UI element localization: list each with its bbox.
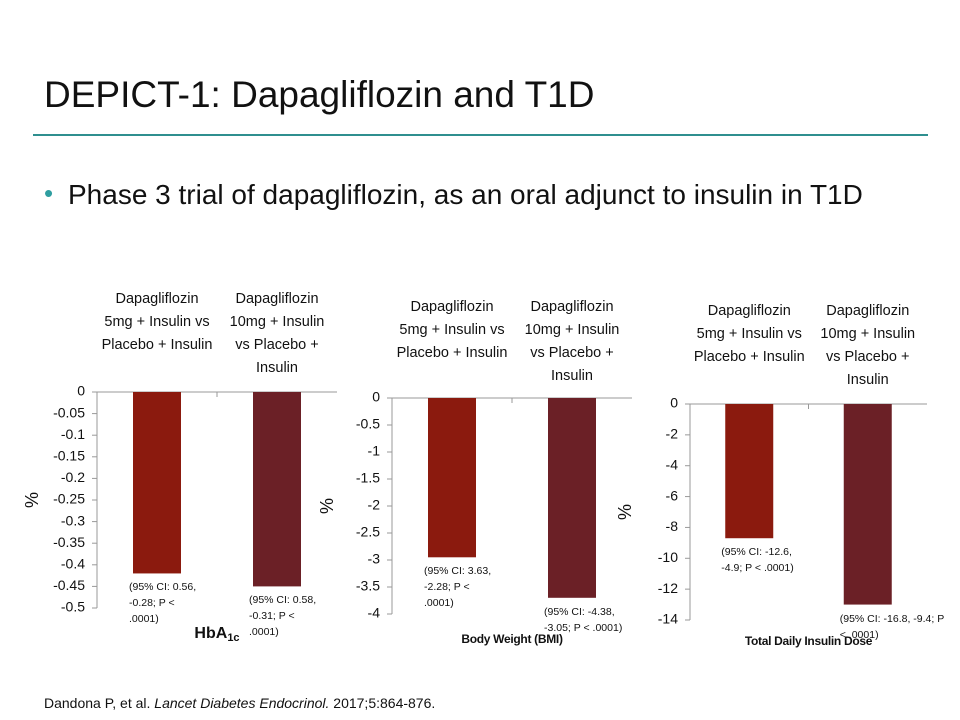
y-axis-label: %	[615, 504, 635, 520]
y-tick-label: -2	[368, 497, 381, 513]
citation-journal: Lancet Diabetes Endocrinol.	[154, 695, 330, 711]
category-label: Dapagliflozin 10mg + Insulin vs Placebo …	[229, 291, 325, 376]
y-tick-label: -0.2	[61, 469, 85, 485]
y-tick-label: 0	[77, 383, 85, 399]
y-tick-label: -0.3	[61, 512, 85, 528]
citation-details: 2017;5:864-876.	[333, 695, 436, 711]
y-axis-label: %	[317, 498, 337, 514]
bar	[253, 392, 301, 587]
x-axis-label: Body Weight (BMI)	[461, 632, 563, 646]
bar	[548, 398, 596, 598]
citation-authors: Dandona P, et al.	[44, 695, 151, 711]
x-axis-label-subscript: 1c	[227, 632, 239, 644]
title-rule	[33, 134, 928, 136]
bar	[133, 392, 181, 574]
category-label: Dapagliflozin 5mg + Insulin vs Placebo +…	[396, 299, 508, 361]
y-tick-label: -0.5	[356, 416, 380, 432]
x-axis-label-main: HbA	[194, 625, 227, 642]
bar	[843, 404, 892, 605]
y-tick-label: -2	[666, 426, 679, 442]
y-tick-label: 0	[372, 389, 380, 405]
y-tick-label: -0.05	[53, 404, 85, 420]
bullet-dot: •	[44, 178, 54, 208]
y-tick-label: -0.15	[53, 448, 85, 464]
y-tick-label: -6	[666, 487, 679, 503]
y-tick-label: -10	[658, 549, 678, 565]
y-tick-label: -0.45	[53, 577, 85, 593]
category-label: Dapagliflozin 10mg + Insulin vs Placebo …	[524, 299, 620, 384]
y-tick-label: -14	[658, 611, 678, 627]
y-tick-label: -3	[368, 551, 381, 567]
bar	[428, 398, 476, 558]
ci-annotation: (95% CI: 0.56, -0.28; P < .0001)	[129, 581, 197, 626]
y-tick-label: -12	[658, 580, 678, 596]
bar	[725, 404, 774, 539]
y-tick-label: -4	[368, 605, 381, 621]
ci-annotation: (95% CI: 3.63, -2.28; P < .0001)	[424, 565, 492, 610]
y-tick-label: 0	[670, 395, 678, 411]
y-tick-label: -1.5	[356, 470, 380, 486]
y-tick-label: -0.35	[53, 534, 85, 550]
y-tick-label: -0.4	[61, 556, 85, 572]
y-tick-label: -2.5	[356, 524, 380, 540]
ci-annotation: (95% CI: -16.8, -9.4; P < .0001)	[839, 612, 945, 641]
y-tick-label: -1	[368, 443, 381, 459]
ci-annotation: (95% CI: -12.6, -4.9; P < .0001)	[721, 546, 794, 575]
category-label: Dapagliflozin 5mg + Insulin vs Placebo +…	[101, 291, 213, 353]
y-tick-label: -0.5	[61, 599, 85, 615]
x-axis-label: Total Daily Insulin Dose	[745, 634, 873, 648]
category-label: Dapagliflozin 10mg + Insulin vs Placebo …	[820, 303, 916, 388]
slide-title: DEPICT-1: Dapagliflozin and T1D	[44, 74, 595, 115]
ci-annotation: (95% CI: 0.58, -0.31; P < .0001)	[249, 594, 317, 639]
y-tick-label: -0.1	[61, 426, 85, 442]
y-axis-label: %	[22, 492, 42, 508]
y-tick-label: -8	[666, 518, 679, 534]
category-label: Dapagliflozin 5mg + Insulin vs Placebo +…	[693, 303, 805, 365]
y-tick-label: -4	[666, 456, 679, 472]
bullet-text: Phase 3 trial of dapagliflozin, as an or…	[68, 179, 863, 210]
x-axis-label: HbA1c	[194, 625, 239, 644]
citation: Dandona P, et al. Lancet Diabetes Endocr…	[44, 695, 435, 711]
ci-annotation: (95% CI: -4.38, -3.05; P < .0001)	[544, 605, 623, 634]
y-tick-label: -0.25	[53, 491, 85, 507]
y-tick-label: -3.5	[356, 578, 380, 594]
